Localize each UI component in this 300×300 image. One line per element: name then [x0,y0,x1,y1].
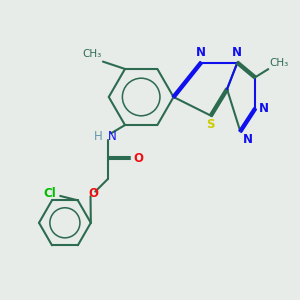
Text: O: O [133,152,143,164]
Text: N: N [196,46,206,59]
Text: CH₃: CH₃ [82,49,101,59]
Text: N: N [232,46,242,59]
Text: N: N [243,133,253,146]
Text: CH₃: CH₃ [270,58,289,68]
Text: Cl: Cl [44,187,56,200]
Text: N: N [108,130,116,143]
Text: O: O [88,188,98,200]
Text: N: N [259,102,269,115]
Text: S: S [207,118,215,131]
Text: H: H [94,130,102,143]
